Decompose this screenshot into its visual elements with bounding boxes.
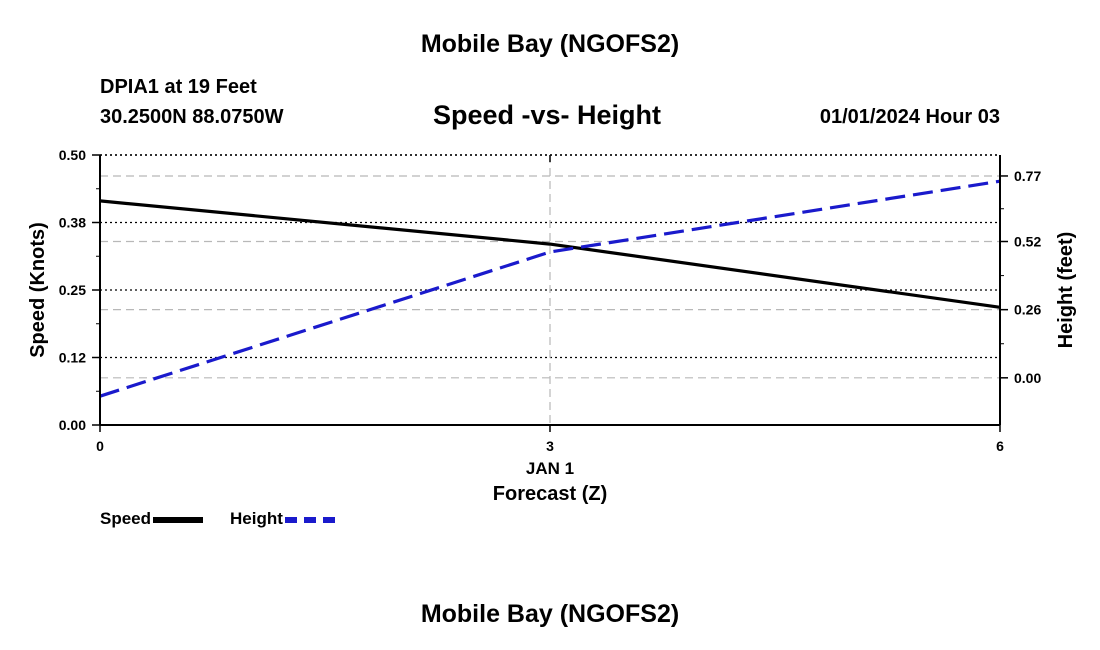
y-axis-right-title: Height (feet)	[1055, 232, 1077, 349]
x-date-label: JAN 1	[526, 459, 574, 478]
legend-item-height: Height	[230, 509, 335, 529]
y-right-tick-label-1: 0.26	[1014, 302, 1041, 318]
page-title: Mobile Bay (NGOFS2)	[420, 30, 680, 58]
grid	[100, 154, 1000, 426]
legend-swatch-speed	[153, 516, 204, 523]
y-left-tick-label-3: 0.38	[59, 215, 86, 231]
y-right-tick-label-3: 0.77	[1014, 168, 1041, 184]
axes: 0.00 0.12 0.25 0.38 0.50 0.00 0.26 0.52 0.77 0 3 6	[59, 147, 1042, 454]
x-tick-label-0: 0	[96, 438, 104, 454]
chart-canvas: 0.000.120.250.380.500.000.260.520.770 3 6 …	[27, 147, 1077, 505]
chart-subtitle: Speed -vs- Height	[433, 100, 662, 130]
footer-title: Mobile Bay (NGOFS2)	[420, 600, 680, 628]
x-tick-label-1: 3	[546, 438, 554, 454]
station-coordinates: 30.2500N 88.0750W	[100, 106, 284, 128]
y-left-tick-label-4: 0.50	[59, 147, 86, 163]
series-layer	[99, 179, 1001, 398]
x-tick-label-2: 6	[996, 438, 1004, 454]
series-line-speed	[99, 199, 1001, 309]
legend-swatch-height	[284, 516, 335, 523]
y-axis-left-title: Speed (Knots)	[27, 222, 49, 358]
y-right-tick-label-2: 0.52	[1014, 234, 1041, 250]
forecast-timestamp: 01/01/2024 Hour 03	[819, 106, 1000, 128]
x-axis-title: Forecast (Z)	[493, 483, 607, 505]
y-right-tick-label-0: 0.00	[1014, 370, 1041, 386]
y-left-tick-label-0: 0.00	[59, 417, 86, 433]
station-label: DPIA1 at 19 Feet	[100, 76, 257, 98]
legend-item-speed: Speed	[100, 509, 204, 529]
y-left-tick-label-1: 0.12	[59, 350, 86, 366]
legend-label-speed: Speed	[100, 509, 152, 528]
series-line-height	[99, 179, 1001, 398]
y-left-tick-label-2: 0.25	[59, 282, 86, 298]
legend-label-height: Height	[230, 509, 283, 528]
